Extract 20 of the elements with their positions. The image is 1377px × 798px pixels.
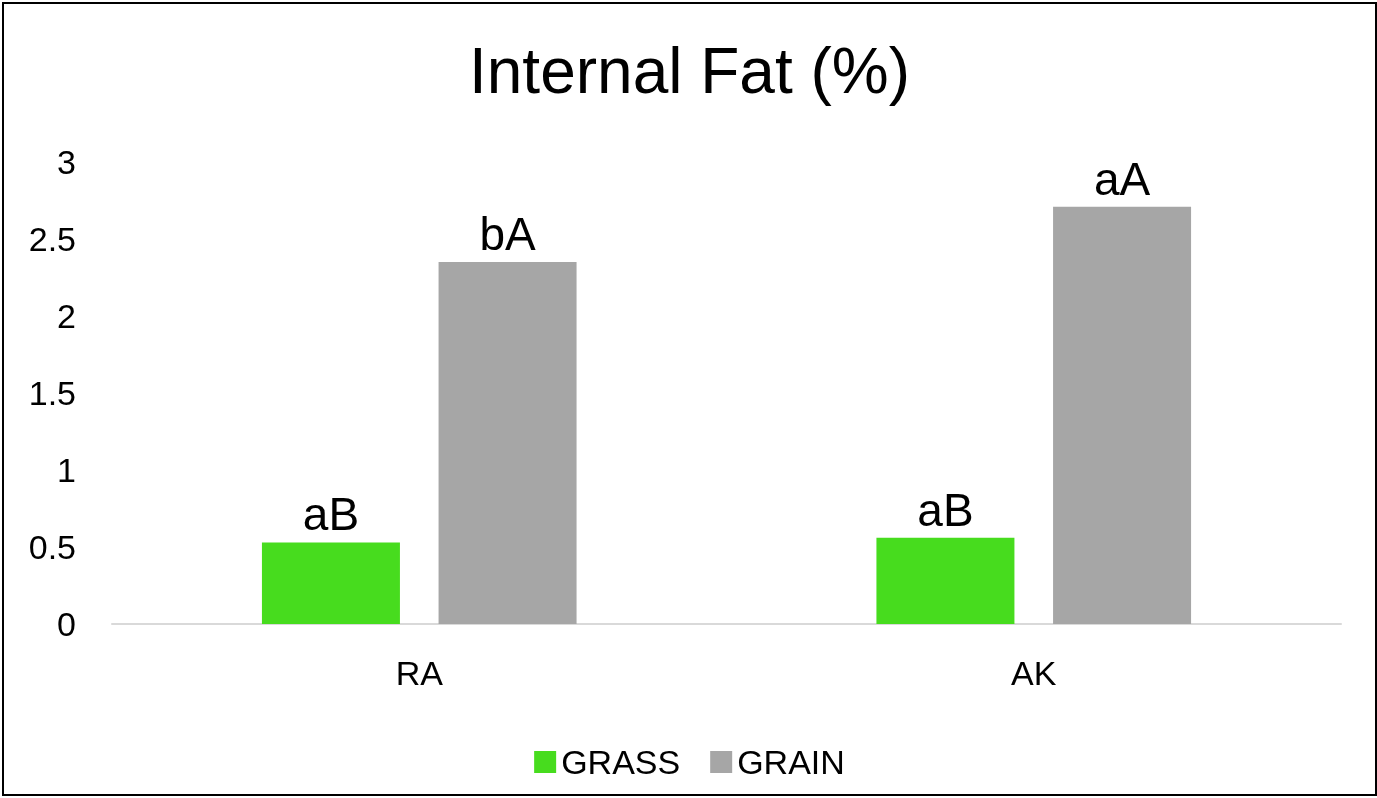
y-tick-label: 1.5 (28, 374, 76, 412)
data-label: aB (917, 483, 974, 536)
x-tick-label: RA (395, 654, 444, 692)
legend-label: GRASS (561, 743, 681, 781)
legend-label: GRAIN (737, 743, 845, 781)
data-label: aB (302, 488, 360, 541)
bar (261, 542, 400, 624)
chart-title: Internal Fat (%) (468, 35, 911, 107)
y-tick-label: 2.5 (28, 220, 76, 258)
x-tick-label: AK (1011, 654, 1057, 692)
y-tick-label: 3 (57, 143, 76, 181)
data-label: aA (1093, 152, 1151, 205)
y-tick-label: 0 (57, 605, 76, 643)
y-tick-label: 1 (57, 451, 76, 489)
data-label: bA (479, 208, 537, 261)
bar (438, 262, 577, 624)
y-tick-label: 0.5 (28, 528, 76, 566)
bar (1053, 206, 1192, 624)
y-tick-label: 2 (57, 297, 76, 335)
bar (876, 537, 1015, 624)
